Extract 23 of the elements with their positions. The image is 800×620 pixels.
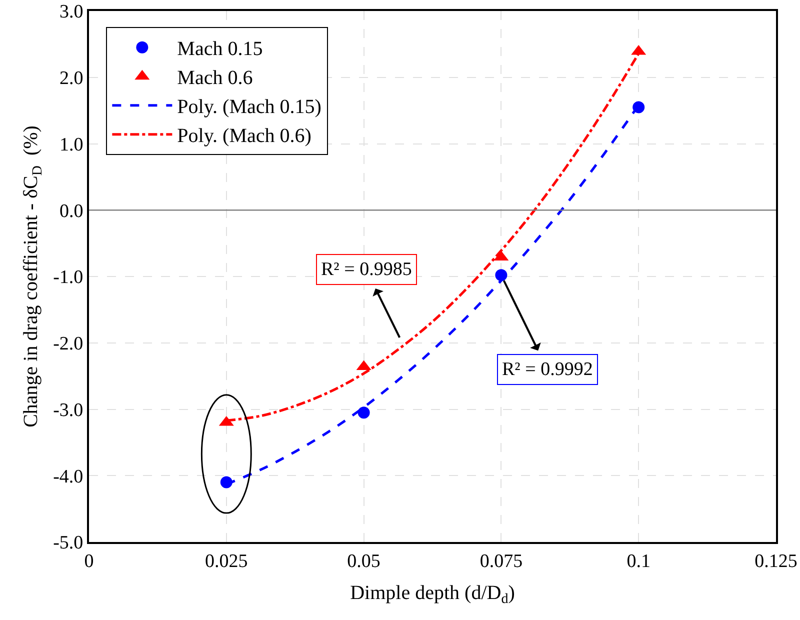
legend-label: Mach 0.6 xyxy=(177,67,253,90)
x-tick-label: 0 xyxy=(84,550,94,572)
point xyxy=(358,406,370,419)
y-tick-label: -2.0 xyxy=(53,334,84,355)
y-tick-label: 3.0 xyxy=(59,2,84,23)
x-tick-label: 0.075 xyxy=(480,550,523,572)
y-tick-label: 0.0 xyxy=(59,200,84,222)
legend-label: Poly. (Mach 0.15) xyxy=(177,96,322,118)
y-tick-label: 1.0 xyxy=(59,134,84,156)
y-tick-label: -4.0 xyxy=(53,466,84,488)
y-tick-label: 2.0 xyxy=(59,68,84,90)
legend-label: Mach 0.15 xyxy=(177,38,263,60)
x-tick-label: 0.125 xyxy=(754,550,798,572)
y-tick-label: -1.0 xyxy=(53,267,84,288)
y-tick-label: -3.0 xyxy=(53,400,84,421)
annotation: R² = 0.9985 xyxy=(321,259,412,280)
y-tick-label: -5.0 xyxy=(53,532,84,554)
annotation: R² = 0.9992 xyxy=(502,359,593,380)
x-tick-label: 0.1 xyxy=(626,550,650,572)
x-axis-title: Dimple depth (d/D$_{d}$) xyxy=(350,582,515,607)
x-tick-label: 0.025 xyxy=(205,550,248,572)
x-tick-label: 0.05 xyxy=(347,550,380,572)
legend-label: Poly. (Mach 0.6) xyxy=(177,125,312,148)
